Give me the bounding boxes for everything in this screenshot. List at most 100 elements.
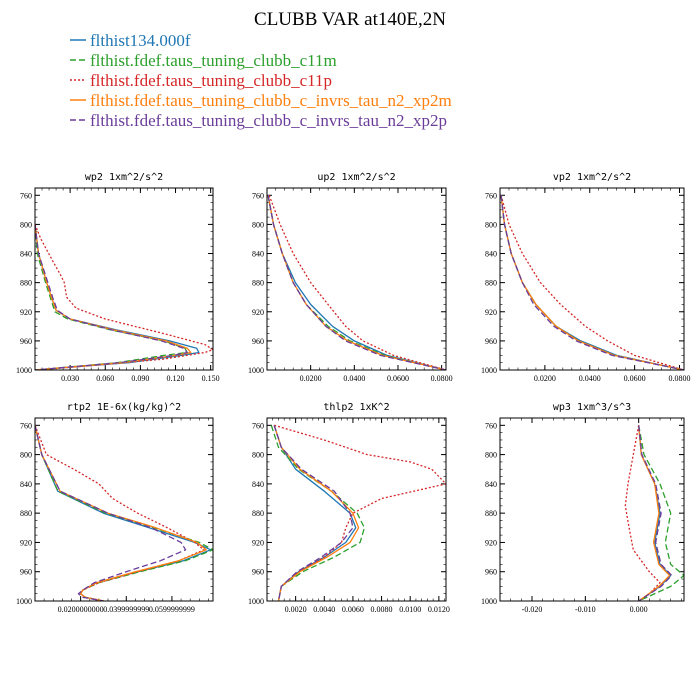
series-line-2 — [500, 195, 684, 370]
y-tick-label: 760 — [20, 191, 32, 200]
y-tick-label: 960 — [252, 337, 264, 346]
y-tick-label: 1000 — [248, 366, 264, 375]
y-tick-label: 920 — [252, 308, 264, 317]
chart-wp2: wp2 1xm^2/s^2 760 800 840 880 920 960 1000 0.030… — [16, 172, 220, 383]
series-line-3 — [274, 424, 446, 601]
series-group — [500, 195, 684, 370]
y-tick-label: 880 — [252, 279, 264, 288]
chart-vp2: vp2 1xm^2/s^2 760 800 840 880 920 960 1000 0.020… — [481, 172, 691, 383]
plot-frame — [266, 187, 447, 371]
y-tick-label: 800 — [20, 220, 32, 229]
x-tick-label: 0.0800 — [669, 374, 691, 383]
x-tick-label: 0.0600 — [624, 374, 646, 383]
series-line-1 — [638, 425, 672, 601]
y-tick-label: 960 — [485, 337, 497, 346]
y-tick-label: 800 — [485, 451, 497, 460]
y-tick-label: 960 — [485, 568, 497, 577]
x-tick-label: 0.0600 — [387, 374, 409, 383]
figure-title: CLUBB VAR at140E,2N — [254, 9, 446, 30]
series-line-2 — [638, 425, 684, 601]
legend-label-2: flthist.fdef.taus_tuning_clubb_c11m — [90, 51, 337, 70]
legend: flthist134.000fflthist.fdef.taus_tuning_… — [70, 31, 452, 130]
chart-panels: wp2 1xm^2/s^2 760 800 840 880 920 960 1000 0.030… — [16, 172, 691, 614]
series-line-4 — [273, 425, 360, 601]
series-line-1 — [273, 425, 357, 601]
y-tick-label: 880 — [485, 509, 497, 518]
plot-frame — [34, 187, 214, 371]
y-tick-label: 960 — [20, 568, 32, 577]
series-line-5 — [35, 425, 187, 601]
x-tick-label: 0.0020 — [285, 605, 307, 614]
chart-title-vp2: vp2 1xm^2/s^2 — [553, 172, 631, 183]
series-line-2 — [270, 425, 366, 601]
chart-thlp2: thlp2 1xK^2 760 800 840 880 920 960 1000 0.0020 0… — [248, 402, 450, 614]
series-line-3 — [624, 425, 661, 601]
y-tick-label: 760 — [20, 421, 32, 430]
series-line-3 — [268, 195, 446, 370]
series-line-1 — [500, 195, 684, 370]
series-line-2 — [35, 224, 188, 370]
y-tick-label: 840 — [252, 480, 264, 489]
chart-title-up2: up2 1xm^2/s^2 — [317, 172, 395, 183]
y-tick-label: 1000 — [16, 366, 32, 375]
series-line-1 — [35, 224, 200, 370]
y-tick-label: 1000 — [248, 597, 264, 606]
x-tick-label: 0.0200 — [300, 374, 322, 383]
chart-title-wp2: wp2 1xm^2/s^2 — [85, 172, 163, 183]
y-tick-label: 920 — [485, 308, 497, 317]
y-tick-label: 840 — [485, 250, 497, 259]
legend-label-3: flthist.fdef.taus_tuning_clubb_c11p — [90, 71, 332, 90]
plot-frame — [266, 417, 447, 602]
y-tick-label: 800 — [20, 451, 32, 460]
chart-wp3: wp3 1xm^3/s^3 760 800 840 880 920 960 1000 -0.02… — [481, 402, 685, 614]
y-tick-label: 840 — [20, 480, 32, 489]
y-tick-label: 1000 — [16, 597, 32, 606]
y-tick-label: 760 — [252, 421, 264, 430]
series-group — [35, 224, 213, 370]
x-tick-label: 0.0040 — [313, 605, 335, 614]
series-line-4 — [500, 195, 684, 370]
series-group — [267, 195, 446, 370]
y-tick-label: 1000 — [481, 366, 497, 375]
series-line-4 — [638, 425, 671, 601]
x-tick-label: 0.120 — [167, 374, 185, 383]
x-tick-label: 0.0200 — [534, 374, 556, 383]
y-tick-label: 880 — [20, 279, 32, 288]
x-tick-label: 0.0800 — [431, 374, 453, 383]
x-tick-label: 0.0100 — [399, 605, 421, 614]
series-group — [270, 424, 446, 601]
series-line-4 — [35, 425, 207, 601]
x-tick-label: 0.0080 — [371, 605, 393, 614]
y-tick-label: 760 — [485, 191, 497, 200]
x-tick-label: 0.0200000000 — [58, 605, 104, 614]
y-tick-label: 840 — [485, 480, 497, 489]
x-tick-label: 0.0120 — [428, 605, 450, 614]
x-tick-label: 0.0060 — [342, 605, 364, 614]
series-line-3 — [35, 224, 213, 370]
x-tick-label: 0.090 — [131, 374, 149, 383]
x-tick-label: 0.0399999999 — [103, 605, 149, 614]
plot-frame — [34, 417, 214, 602]
x-tick-label: 0.0400 — [579, 374, 601, 383]
y-tick-label: 840 — [252, 250, 264, 259]
series-line-5 — [638, 425, 673, 601]
series-line-4 — [35, 224, 192, 370]
x-tick-label: -0.010 — [575, 605, 596, 614]
y-tick-label: 880 — [20, 509, 32, 518]
series-line-3 — [35, 425, 205, 601]
y-tick-label: 760 — [485, 421, 497, 430]
series-line-5 — [267, 195, 446, 370]
x-tick-label: 0.060 — [96, 374, 114, 383]
series-line-5 — [273, 425, 354, 601]
series-line-3 — [500, 195, 684, 370]
chart-up2: up2 1xm^2/s^2 760 800 840 880 920 960 1000 0.020… — [248, 172, 453, 383]
x-tick-label: 0.030 — [61, 374, 79, 383]
x-tick-label: 0.000 — [630, 605, 648, 614]
y-tick-label: 800 — [252, 451, 264, 460]
y-tick-label: 880 — [485, 279, 497, 288]
chart-title-rtp2: rtp2 1E-6x(kg/kg)^2 — [67, 402, 181, 413]
series-group — [624, 425, 684, 601]
x-tick-label: 0.150 — [202, 374, 220, 383]
y-tick-label: 800 — [252, 220, 264, 229]
x-tick-label: 0.0599999999 — [149, 605, 195, 614]
